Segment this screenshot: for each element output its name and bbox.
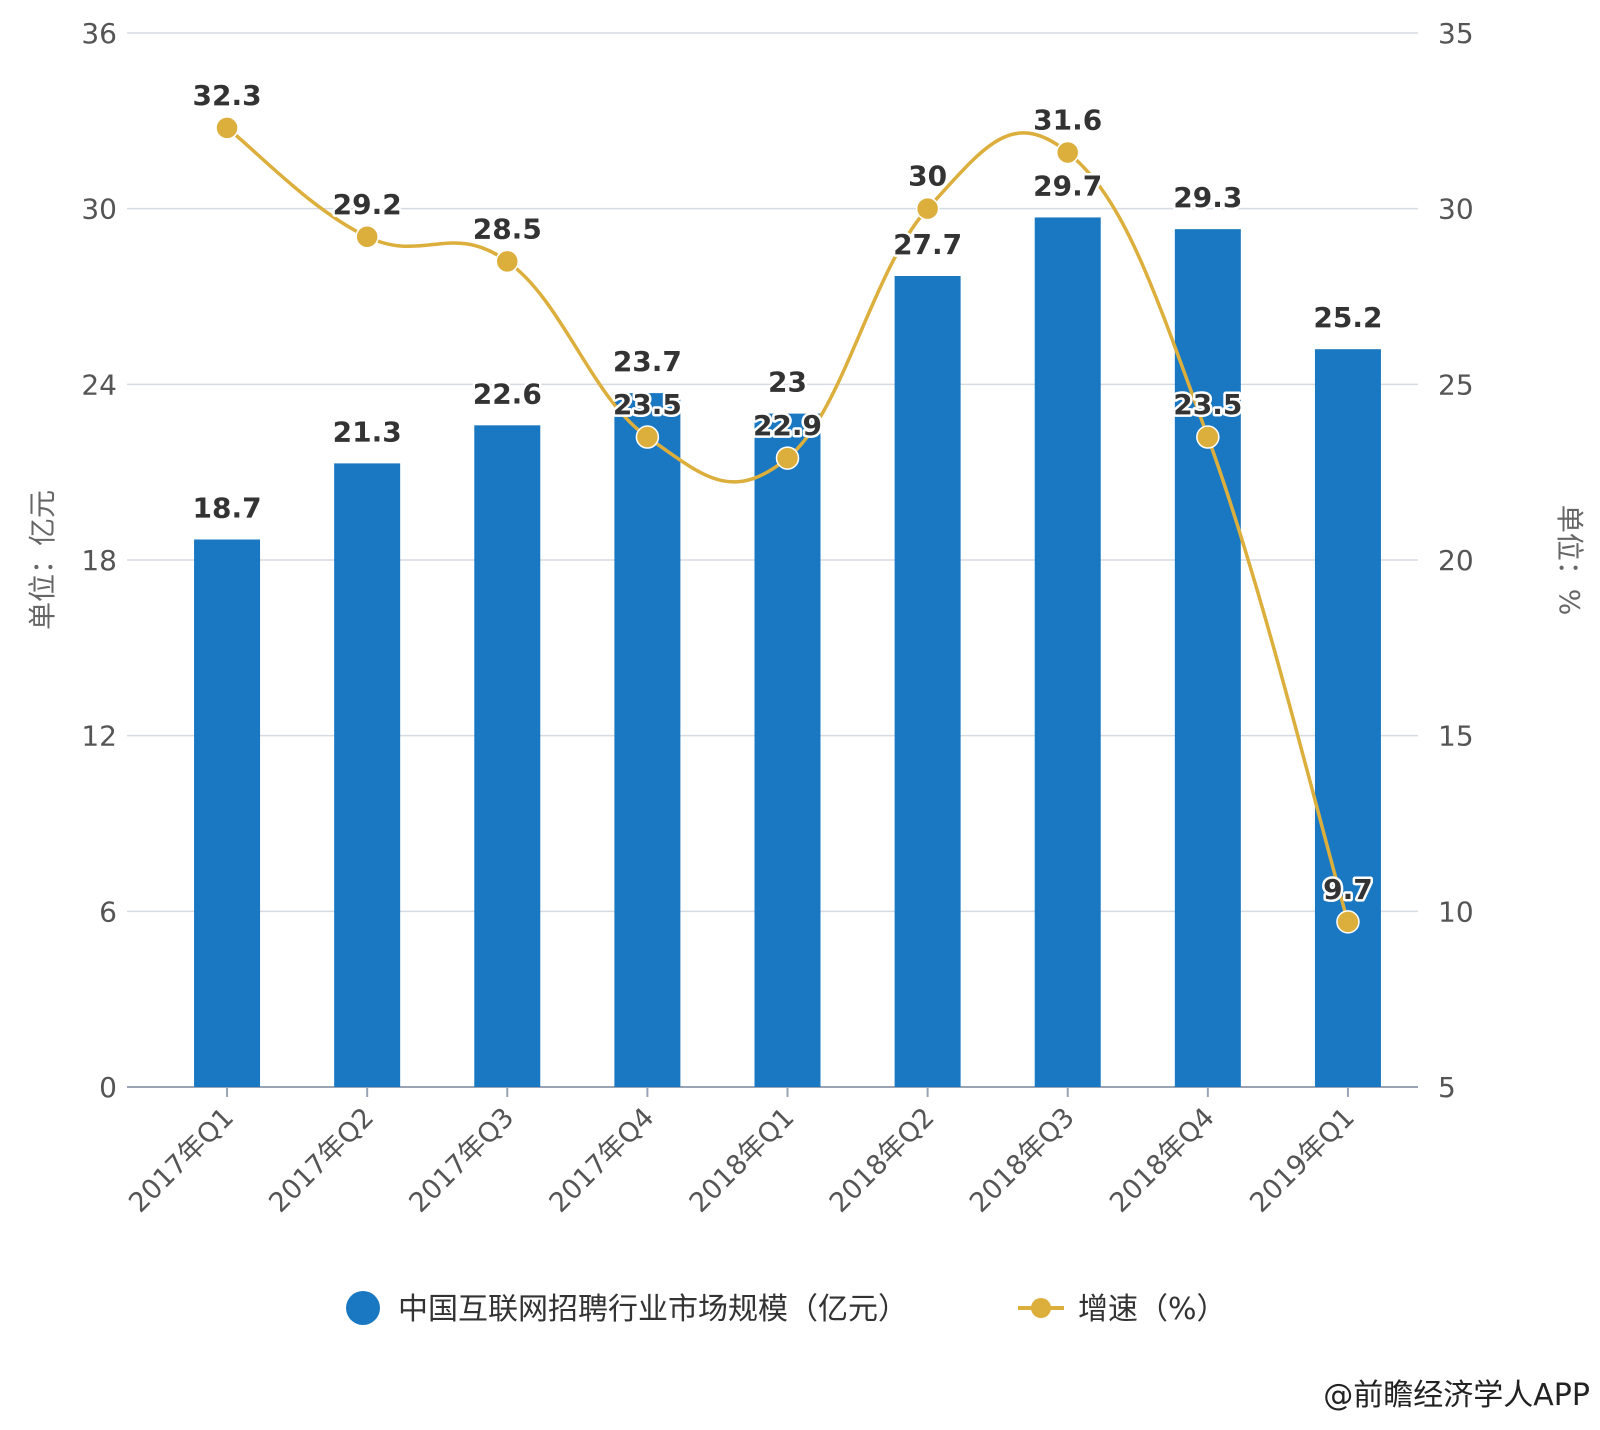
left-axis-label: 单位：亿元 [26, 490, 59, 630]
bar [334, 463, 401, 1088]
line-value-label: 28.5 [473, 212, 542, 245]
line-series [215, 116, 1360, 934]
bar [1314, 349, 1381, 1087]
legend-bar-label: 中国互联网招聘行业市场规模（亿元） [398, 1292, 908, 1327]
bar [614, 393, 681, 1087]
bar [474, 425, 541, 1087]
left-tick-label: 36 [81, 17, 117, 50]
bar-value-label: 23.7 [613, 345, 682, 378]
legend-line-marker [1031, 1298, 1051, 1318]
left-tick-label: 24 [81, 368, 117, 401]
right-tick-label: 20 [1438, 544, 1474, 577]
line-point [915, 196, 940, 221]
bar [754, 413, 821, 1088]
right-tick-label: 15 [1438, 720, 1474, 753]
left-axis-ticks: 0 6 12 18 24 30 36 [81, 17, 117, 1104]
right-axis-label: 单位：% [1553, 505, 1586, 616]
x-tick-label: 2018年Q1 [684, 1102, 801, 1219]
left-tick-label: 30 [81, 193, 117, 226]
line-value-label: 22.9 [753, 409, 822, 442]
line-point [635, 425, 660, 449]
x-tick-label: 2018年Q2 [824, 1102, 941, 1219]
x-tick-label: 2017年Q2 [263, 1102, 380, 1219]
bar-value-label: 29.7 [1033, 169, 1102, 202]
left-tick-label: 6 [99, 895, 117, 928]
bar [194, 539, 261, 1087]
bar [894, 276, 961, 1087]
line-point [215, 116, 239, 140]
x-axis: 2017年Q1 2017年Q2 2017年Q3 2017年Q4 2018年Q1 2018年… [123, 1087, 1361, 1219]
right-axis-ticks: 5 10 15 20 25 30 35 [1438, 17, 1474, 1104]
line-value-label: 23.5 [613, 388, 682, 421]
x-tick-label: 2017年Q3 [403, 1102, 520, 1219]
line-point [495, 249, 520, 274]
right-tick-label: 30 [1438, 193, 1474, 226]
x-tick-label: 2017年Q4 [544, 1102, 661, 1219]
line-value-label: 23.5 [1173, 388, 1242, 421]
bar [1174, 229, 1241, 1087]
right-tick-label: 25 [1438, 368, 1474, 401]
legend-bar-swatch [346, 1291, 380, 1325]
x-tick-label: 2018年Q4 [1104, 1102, 1221, 1219]
right-tick-label: 35 [1438, 17, 1474, 50]
legend-line-label: 增速（%） [1078, 1292, 1227, 1327]
right-tick-label: 10 [1438, 895, 1474, 928]
data-labels: 18.7 21.3 22.6 23.7 23 27.7 29.7 29.3 25.2 32.3 29… [190, 76, 1385, 908]
left-tick-label: 0 [99, 1071, 117, 1104]
line-value-label: 31.6 [1033, 103, 1102, 136]
left-tick-label: 12 [81, 720, 117, 753]
line-point [355, 225, 379, 249]
right-tick-label: 5 [1438, 1071, 1456, 1104]
source-credit: @前瞻经济学人APP [1323, 1378, 1590, 1413]
line-point [1196, 425, 1220, 449]
bar-value-label: 21.3 [333, 415, 402, 448]
bar-value-label: 27.7 [893, 228, 962, 261]
x-tick-label: 2019年Q1 [1244, 1102, 1361, 1219]
bar-value-label: 29.3 [1173, 181, 1242, 214]
line-value-label: 29.2 [333, 188, 402, 221]
legend: 中国互联网招聘行业市场规模（亿元） 增速（%） [346, 1291, 1227, 1327]
line-value-label: 32.3 [193, 79, 262, 112]
bar-value-label: 25.2 [1313, 301, 1382, 334]
line-point [1055, 140, 1080, 165]
bar-value-label: 23 [768, 366, 807, 399]
x-tick-label: 2017年Q1 [123, 1102, 240, 1219]
line-value-label: 9.7 [1323, 873, 1373, 906]
bar-series [194, 217, 1381, 1088]
bar-value-label: 22.6 [473, 377, 542, 410]
left-tick-label: 18 [81, 544, 117, 577]
x-tick-label: 2018年Q3 [964, 1102, 1081, 1219]
line-point [775, 446, 800, 470]
bar-value-label: 18.7 [193, 492, 262, 525]
bar [1034, 217, 1101, 1087]
line-point [1336, 910, 1360, 934]
line-value-label: 30 [908, 160, 947, 193]
